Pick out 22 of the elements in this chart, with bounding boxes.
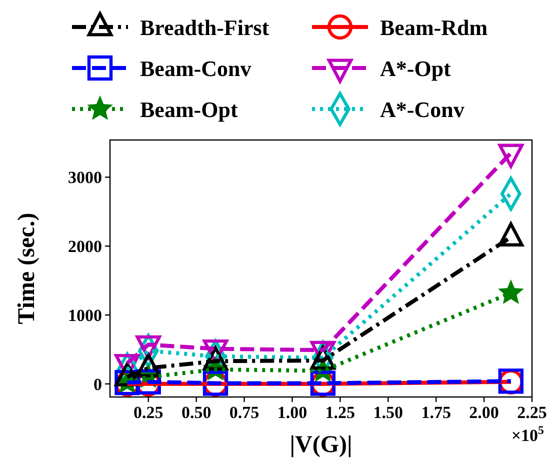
- x-tick-label: 1.25: [325, 403, 356, 422]
- text: ×10$^{5}$: [511, 423, 544, 445]
- legend-label: Beam-Opt: [140, 97, 238, 122]
- y-tick-label: 2000: [68, 237, 102, 256]
- x-tick-label: 1.00: [277, 403, 308, 422]
- x-tick-label: 2.25: [517, 403, 547, 422]
- legend-label: A*-Conv: [380, 97, 464, 122]
- y-tick-label: 3000: [68, 168, 102, 188]
- x-tick-label: 0.75: [229, 403, 260, 422]
- x-tick-label: 0.50: [181, 403, 212, 422]
- legend-label: Beam-Conv: [140, 56, 252, 81]
- y-tick-label: 1000: [68, 306, 102, 326]
- x-tick-label: 2.00: [469, 403, 499, 422]
- legend-label: Beam-Rdm: [380, 15, 488, 40]
- legend-label: A*-Opt: [380, 56, 452, 81]
- x-tick-label: 0.25: [133, 403, 164, 422]
- legend-label: Breadth-First: [140, 15, 270, 40]
- x-axis-title: |V(G)|: [290, 432, 352, 458]
- y-tick-label: 0: [94, 374, 102, 394]
- y-axis-title: Time (sec.): [14, 212, 40, 324]
- x-tick-label: 1.75: [421, 403, 451, 422]
- x-tick-label: 1.50: [373, 403, 404, 422]
